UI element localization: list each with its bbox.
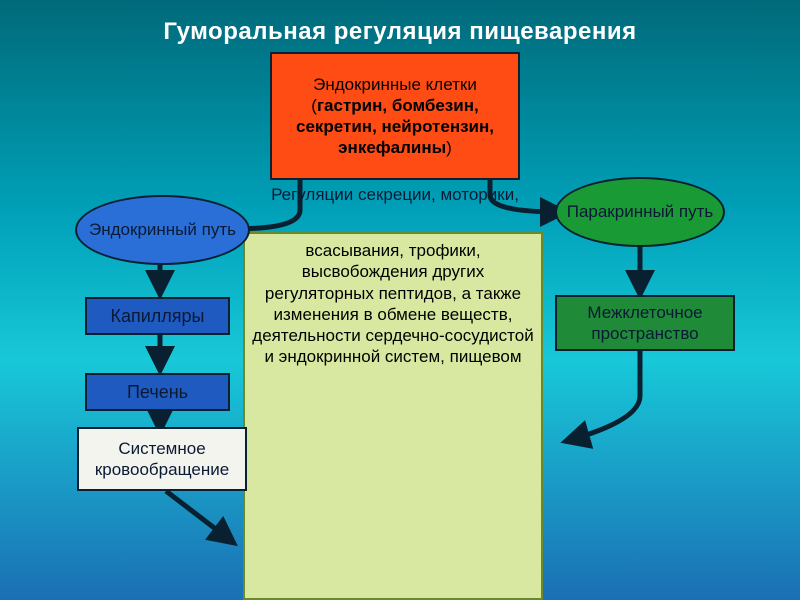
node-capillaries: Капилляры	[85, 297, 230, 335]
node-systemic-circulation: Системное кровообращение	[77, 427, 247, 491]
node-liver-text: Печень	[127, 381, 188, 404]
node-capillaries-text: Капилляры	[111, 305, 205, 328]
node-regulation-details: всасывания, трофики, высвобождения други…	[243, 232, 543, 600]
node-intercellular-space: Межклеточное пространство	[555, 295, 735, 351]
node-paracrine-pathway: Паракринный путь	[555, 177, 725, 247]
text-regulation-intro: Регуляции секреции, моторики,	[250, 184, 540, 205]
node-intercellular-space-text: Межклеточное пространство	[563, 302, 727, 345]
node-paracrine-pathway-text: Паракринный путь	[567, 201, 714, 222]
node-systemic-circulation-text: Системное кровообращение	[85, 438, 239, 481]
node-liver: Печень	[85, 373, 230, 411]
node-endocrine-cells-text: Эндокринные клетки (гастрин, бомбезин, с…	[278, 74, 512, 159]
node-endocrine-cells: Эндокринные клетки (гастрин, бомбезин, с…	[270, 52, 520, 180]
node-regulation-details-text: всасывания, трофики, высвобождения други…	[251, 240, 535, 368]
page-title: Гуморальная регуляция пищеварения	[0, 18, 800, 46]
node-endocrine-pathway-text: Эндокринный путь	[89, 219, 236, 240]
node-endocrine-pathway: Эндокринный путь	[75, 195, 250, 265]
